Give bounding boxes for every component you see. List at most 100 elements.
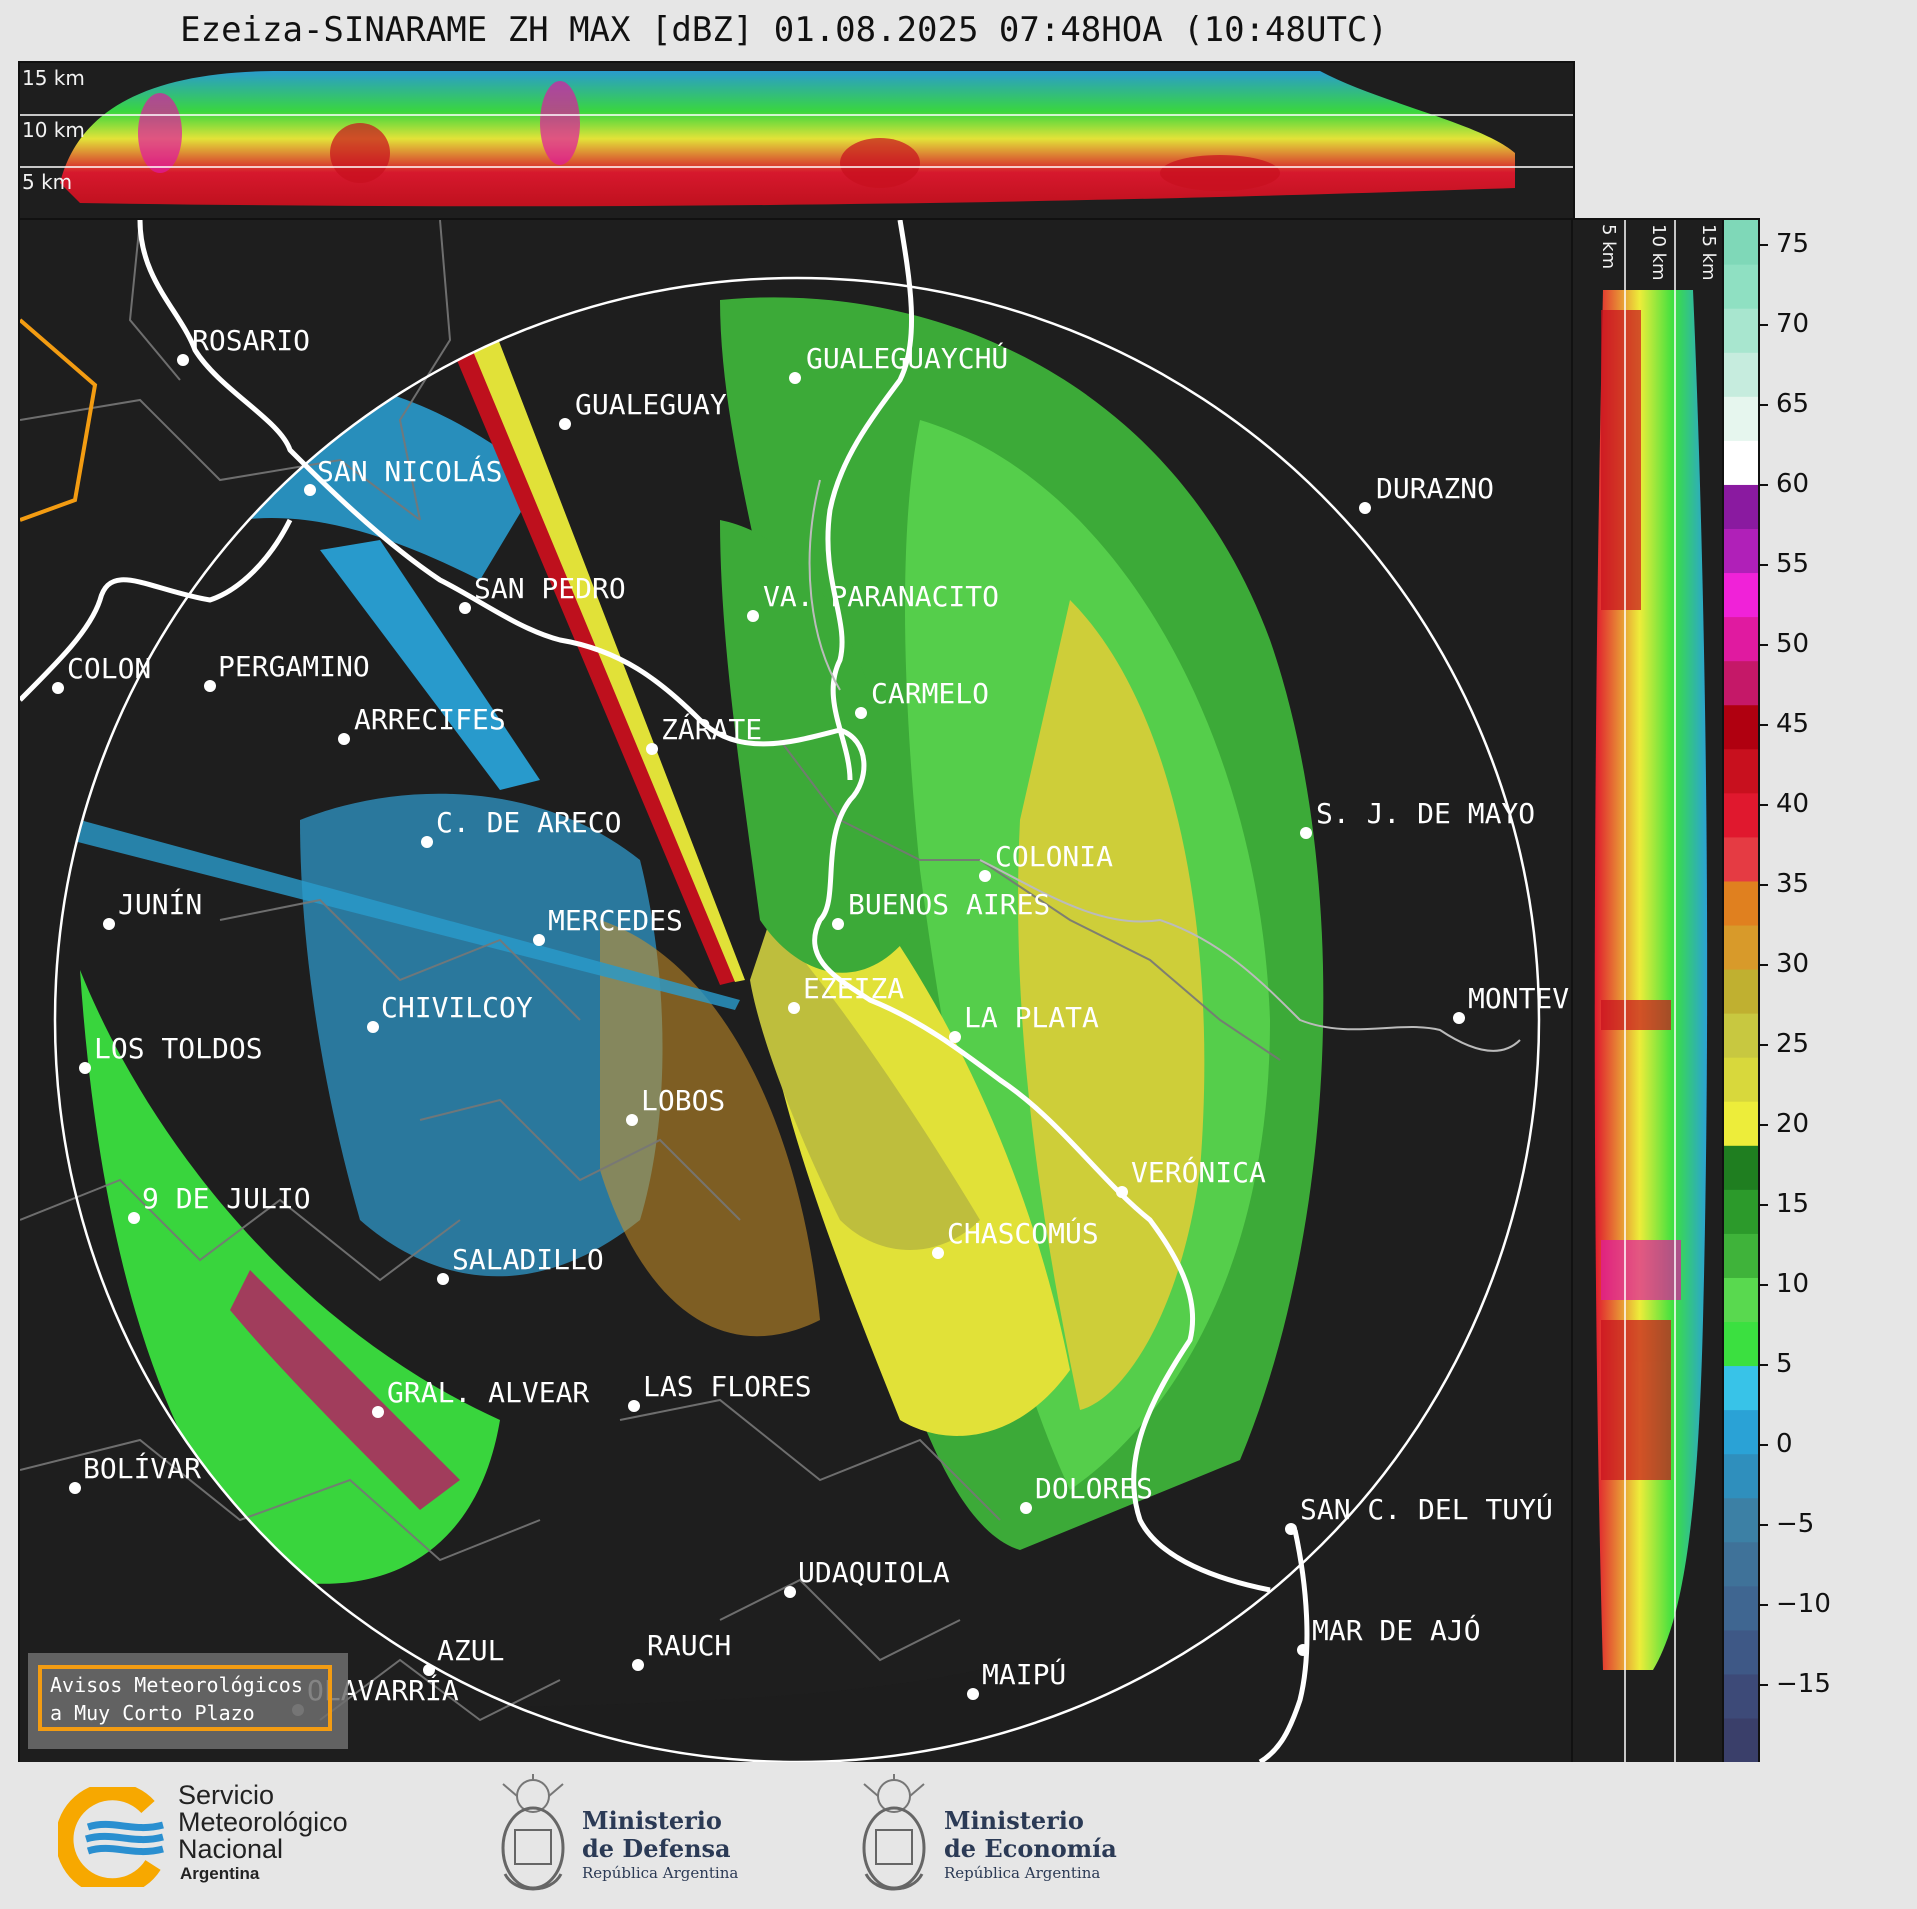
aviso-panel[interactable]: Avisos Meteorológicos a Muy Corto Plazo [28,1653,348,1749]
colorbar-step [1724,440,1758,485]
radar-map-svg: ROSARIO GUALEGUAYCHÚ GUALEGUAY SAN NICOL… [20,220,1573,1762]
colorbar-tick-label: 40 [1776,789,1810,819]
colorbar-tick-label: −5 [1776,1509,1815,1539]
smn-line2: Meteorológico [178,1807,348,1837]
city-label-las-flores: LAS FLORES [643,1370,812,1403]
colorbar-tick-label: −15 [1776,1669,1831,1699]
city-label-rauch: RAUCH [647,1629,731,1662]
city-label-mar-de-ajo: MAR DE AJÓ [1312,1613,1481,1647]
colorbar-step [1724,1585,1758,1631]
smn-logo-icon [55,1782,164,1897]
colorbar-step [1724,924,1758,970]
city-label-montevideo: MONTEVIDEO [1468,982,1573,1015]
colorbar-step [1724,1409,1758,1455]
aviso-line1: Avisos Meteorológicos [50,1673,303,1697]
colorbar-step [1724,1541,1758,1587]
city-label-san-c-del-tuyu: SAN C. DEL TUYÚ [1300,1492,1553,1526]
side-profile-svg: 5 km 10 km 15 km [1594,220,1719,1762]
colorbar-step [1724,616,1758,662]
city-label-c-de-areco: C. DE ARECO [436,806,621,839]
colorbar-step [1724,1277,1758,1323]
city-label-san-pedro: SAN PEDRO [474,572,626,605]
colorbar-step [1724,968,1758,1014]
defensa-sub: República Argentina [582,1864,739,1882]
defensa-line2: de Defensa [582,1834,731,1863]
colorbar-tick-label: 10 [1776,1269,1810,1299]
defensa-line1: Ministerio [582,1806,722,1835]
smn-logo [55,1782,178,1897]
colorbar-tick-label: 75 [1776,229,1810,259]
city-labels: ROSARIO GUALEGUAYCHÚ GUALEGUAY SAN NICOL… [67,324,1573,1707]
city-label-gral-alvear: GRAL. ALVEAR [387,1376,589,1409]
city-markers [52,354,1465,1716]
city-label-maipu: MAIPÚ [982,1657,1066,1691]
radar-map[interactable]: ROSARIO GUALEGUAYCHÚ GUALEGUAY SAN NICOL… [18,218,1575,1764]
economia-line2: de Economía [944,1834,1117,1863]
economia-line1: Ministerio [944,1806,1084,1835]
colorbar-tick-label: 70 [1776,309,1810,339]
colorbar-step [1724,220,1758,265]
side-km-label-5: 5 km [1598,224,1619,269]
colorbar-step [1724,704,1758,750]
colorbar-step [1724,352,1758,397]
colorbar-step [1724,1365,1758,1411]
city-label-gualeguay: GUALEGUAY [575,388,727,421]
city-label-mercedes: MERCEDES [548,904,683,937]
colorbar-step [1724,792,1758,838]
colorbar-tick-label: −10 [1776,1589,1831,1619]
smn-line3: Nacional [178,1834,284,1864]
economia-sub: República Argentina [944,1864,1101,1882]
top-profile-svg [20,71,1573,207]
footer-logos: Servicio Meteorológico Nacional Argentin… [0,1762,1917,1909]
colorbar-tick-label: 55 [1776,549,1810,579]
colorbar-step [1724,1101,1758,1146]
top-km-label-5: 5 km [22,170,73,194]
colorbar-ticks: 75 70 65 60 55 50 45 40 35 30 25 20 15 10 5 0 −5 −10 −15 [1758,218,1878,1760]
colorbar-tick-label: 25 [1776,1029,1810,1059]
colorbar-tick-label: 0 [1776,1429,1793,1459]
colorbar-step [1724,1013,1758,1058]
colorbar-svg [1724,220,1758,1763]
city-label-va-paranacito: VA. PARANACITO [763,580,999,613]
colorbar-step [1724,1233,1758,1278]
city-label-lobos: LOBOS [641,1084,725,1117]
colorbar-tick-label: 5 [1776,1349,1793,1379]
colorbar-tick-label: 35 [1776,869,1810,899]
colorbar-step [1724,1717,1758,1763]
city-label-dolores: DOLORES [1035,1472,1153,1505]
side-height-profile: 5 km 10 km 15 km [1571,218,1726,1764]
colorbar-step [1724,660,1758,706]
side-km-label-10: 10 km [1648,224,1669,281]
city-label-arrecifes: ARRECIFES [354,703,506,736]
colorbar-tick-label: 45 [1776,709,1810,739]
city-label-ezeiza: EZEIZA [803,972,904,1005]
city-label-san-nicolas: SAN NICOLÁS [317,454,502,488]
aviso-link[interactable]: Avisos Meteorológicos a Muy Corto Plazo [38,1665,332,1731]
city-label-la-plata: LA PLATA [964,1001,1099,1034]
economia-seal-icon [856,1774,932,1902]
colorbar-step [1724,484,1758,529]
colorbar-tick-label: 50 [1776,629,1810,659]
colorbar-step [1724,748,1758,794]
city-label-los-toldos: LOS TOLDOS [94,1032,263,1065]
colorbar-step [1724,1145,1758,1190]
top-km-label-10: 10 km [22,118,85,142]
city-label-chivilcoy: CHIVILCOY [381,991,533,1024]
city-label-colon: COLON [67,652,151,685]
side-km-label-15: 15 km [1698,224,1719,281]
colorbar-step [1724,836,1758,882]
colorbar-step [1724,528,1758,574]
city-label-pergamino: PERGAMINO [218,650,370,683]
city-label-gualeguaychu: GUALEGUAYCHÚ [806,341,1008,375]
city-label-udaquiola: UDAQUIOLA [798,1556,950,1589]
defensa-seal-icon [495,1774,571,1902]
colorbar-tick-label: 15 [1776,1189,1810,1219]
top-height-profile: 15 km 10 km 5 km [18,61,1575,220]
colorbar-step [1724,308,1758,353]
colorbar-step [1724,1629,1758,1675]
colorbar-tick-label: 65 [1776,389,1810,419]
colorbar-step [1724,264,1758,309]
city-label-bolivar: BOLÍVAR [83,1451,201,1485]
colorbar [1722,218,1760,1764]
colorbar-step [1724,1057,1758,1102]
